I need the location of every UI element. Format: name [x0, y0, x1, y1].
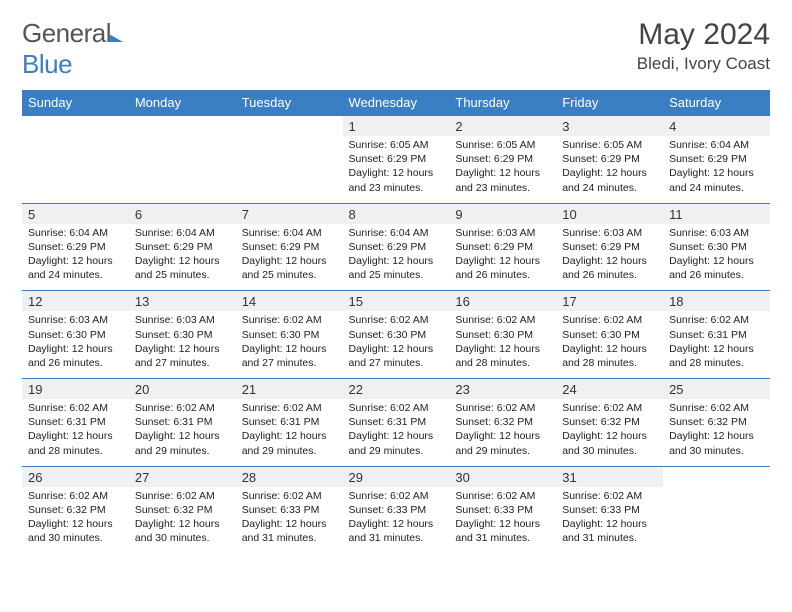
content-row: Sunrise: 6:05 AMSunset: 6:29 PMDaylight:… [22, 136, 770, 203]
month-title: May 2024 [637, 18, 770, 52]
day-content-cell [236, 136, 343, 203]
day-number-cell: 29 [343, 466, 450, 487]
day-content-cell: Sunrise: 6:05 AMSunset: 6:29 PMDaylight:… [449, 136, 556, 203]
dow-header: Wednesday [343, 90, 450, 116]
day-number-cell: 17 [556, 291, 663, 312]
day-number-cell: 14 [236, 291, 343, 312]
day-content-cell: Sunrise: 6:02 AMSunset: 6:30 PMDaylight:… [449, 311, 556, 378]
content-row: Sunrise: 6:03 AMSunset: 6:30 PMDaylight:… [22, 311, 770, 378]
content-row: Sunrise: 6:04 AMSunset: 6:29 PMDaylight:… [22, 224, 770, 291]
day-content-cell: Sunrise: 6:05 AMSunset: 6:29 PMDaylight:… [343, 136, 450, 203]
day-content-cell: Sunrise: 6:02 AMSunset: 6:30 PMDaylight:… [343, 311, 450, 378]
location: Bledi, Ivory Coast [637, 54, 770, 74]
day-content-cell: Sunrise: 6:02 AMSunset: 6:32 PMDaylight:… [129, 487, 236, 554]
day-number-cell: 21 [236, 379, 343, 400]
day-number-cell: 25 [663, 379, 770, 400]
dow-header: Sunday [22, 90, 129, 116]
dow-header: Friday [556, 90, 663, 116]
day-number-cell [22, 116, 129, 137]
day-content-cell: Sunrise: 6:02 AMSunset: 6:32 PMDaylight:… [449, 399, 556, 466]
day-number-cell: 27 [129, 466, 236, 487]
logo-triangle-icon [109, 34, 123, 42]
day-content-cell: Sunrise: 6:04 AMSunset: 6:29 PMDaylight:… [343, 224, 450, 291]
content-row: Sunrise: 6:02 AMSunset: 6:32 PMDaylight:… [22, 487, 770, 554]
day-content-cell: Sunrise: 6:02 AMSunset: 6:32 PMDaylight:… [663, 399, 770, 466]
day-number-cell [663, 466, 770, 487]
day-content-cell: Sunrise: 6:04 AMSunset: 6:29 PMDaylight:… [22, 224, 129, 291]
day-number-cell: 4 [663, 116, 770, 137]
daynum-row: 567891011 [22, 203, 770, 224]
dow-header: Tuesday [236, 90, 343, 116]
title-block: May 2024 Bledi, Ivory Coast [637, 18, 770, 74]
day-number-cell: 6 [129, 203, 236, 224]
dow-header: Thursday [449, 90, 556, 116]
day-number-cell: 28 [236, 466, 343, 487]
day-content-cell: Sunrise: 6:04 AMSunset: 6:29 PMDaylight:… [663, 136, 770, 203]
dow-row: SundayMondayTuesdayWednesdayThursdayFrid… [22, 90, 770, 116]
logo-text: GeneralBlue [22, 18, 123, 80]
day-number-cell: 24 [556, 379, 663, 400]
day-number-cell: 30 [449, 466, 556, 487]
day-content-cell: Sunrise: 6:03 AMSunset: 6:29 PMDaylight:… [556, 224, 663, 291]
day-number-cell: 2 [449, 116, 556, 137]
day-content-cell: Sunrise: 6:02 AMSunset: 6:32 PMDaylight:… [22, 487, 129, 554]
day-content-cell: Sunrise: 6:02 AMSunset: 6:33 PMDaylight:… [449, 487, 556, 554]
day-number-cell: 9 [449, 203, 556, 224]
day-content-cell: Sunrise: 6:03 AMSunset: 6:30 PMDaylight:… [129, 311, 236, 378]
dow-header: Monday [129, 90, 236, 116]
day-content-cell: Sunrise: 6:03 AMSunset: 6:30 PMDaylight:… [663, 224, 770, 291]
day-number-cell [129, 116, 236, 137]
day-number-cell: 7 [236, 203, 343, 224]
day-number-cell: 10 [556, 203, 663, 224]
day-content-cell: Sunrise: 6:02 AMSunset: 6:31 PMDaylight:… [129, 399, 236, 466]
day-number-cell: 5 [22, 203, 129, 224]
day-number-cell: 8 [343, 203, 450, 224]
day-content-cell: Sunrise: 6:02 AMSunset: 6:30 PMDaylight:… [236, 311, 343, 378]
day-content-cell: Sunrise: 6:02 AMSunset: 6:31 PMDaylight:… [343, 399, 450, 466]
day-content-cell: Sunrise: 6:02 AMSunset: 6:31 PMDaylight:… [236, 399, 343, 466]
day-content-cell [22, 136, 129, 203]
day-content-cell: Sunrise: 6:03 AMSunset: 6:29 PMDaylight:… [449, 224, 556, 291]
day-number-cell: 19 [22, 379, 129, 400]
day-number-cell: 31 [556, 466, 663, 487]
dow-header: Saturday [663, 90, 770, 116]
day-content-cell: Sunrise: 6:05 AMSunset: 6:29 PMDaylight:… [556, 136, 663, 203]
day-number-cell: 18 [663, 291, 770, 312]
day-number-cell [236, 116, 343, 137]
day-number-cell: 1 [343, 116, 450, 137]
day-number-cell: 23 [449, 379, 556, 400]
day-content-cell: Sunrise: 6:03 AMSunset: 6:30 PMDaylight:… [22, 311, 129, 378]
daynum-row: 1234 [22, 116, 770, 137]
day-number-cell: 16 [449, 291, 556, 312]
day-content-cell [663, 487, 770, 554]
day-content-cell: Sunrise: 6:04 AMSunset: 6:29 PMDaylight:… [129, 224, 236, 291]
day-content-cell: Sunrise: 6:04 AMSunset: 6:29 PMDaylight:… [236, 224, 343, 291]
daynum-row: 19202122232425 [22, 379, 770, 400]
day-content-cell: Sunrise: 6:02 AMSunset: 6:31 PMDaylight:… [22, 399, 129, 466]
day-content-cell: Sunrise: 6:02 AMSunset: 6:32 PMDaylight:… [556, 399, 663, 466]
day-content-cell: Sunrise: 6:02 AMSunset: 6:33 PMDaylight:… [343, 487, 450, 554]
day-content-cell: Sunrise: 6:02 AMSunset: 6:31 PMDaylight:… [663, 311, 770, 378]
day-number-cell: 26 [22, 466, 129, 487]
day-content-cell: Sunrise: 6:02 AMSunset: 6:33 PMDaylight:… [556, 487, 663, 554]
day-number-cell: 11 [663, 203, 770, 224]
day-number-cell: 15 [343, 291, 450, 312]
daynum-row: 12131415161718 [22, 291, 770, 312]
day-number-cell: 3 [556, 116, 663, 137]
day-content-cell [129, 136, 236, 203]
calendar-table: SundayMondayTuesdayWednesdayThursdayFrid… [22, 90, 770, 553]
day-number-cell: 22 [343, 379, 450, 400]
logo: GeneralBlue [22, 18, 123, 80]
content-row: Sunrise: 6:02 AMSunset: 6:31 PMDaylight:… [22, 399, 770, 466]
day-content-cell: Sunrise: 6:02 AMSunset: 6:30 PMDaylight:… [556, 311, 663, 378]
day-number-cell: 13 [129, 291, 236, 312]
day-content-cell: Sunrise: 6:02 AMSunset: 6:33 PMDaylight:… [236, 487, 343, 554]
daynum-row: 262728293031 [22, 466, 770, 487]
header: GeneralBlue May 2024 Bledi, Ivory Coast [22, 18, 770, 80]
day-number-cell: 12 [22, 291, 129, 312]
day-number-cell: 20 [129, 379, 236, 400]
